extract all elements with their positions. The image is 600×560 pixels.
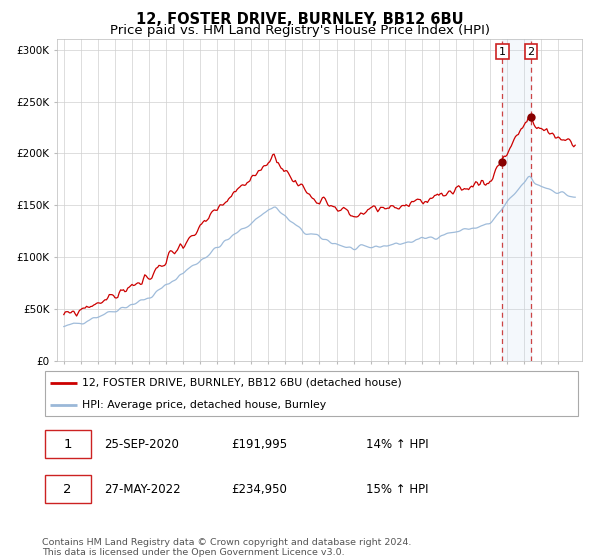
FancyBboxPatch shape: [45, 431, 91, 458]
Text: Price paid vs. HM Land Registry's House Price Index (HPI): Price paid vs. HM Land Registry's House …: [110, 24, 490, 36]
Text: £191,995: £191,995: [231, 438, 287, 451]
Text: 2: 2: [64, 483, 72, 496]
FancyBboxPatch shape: [45, 371, 578, 416]
Text: £234,950: £234,950: [231, 483, 287, 496]
Text: 27-MAY-2022: 27-MAY-2022: [104, 483, 181, 496]
Text: 25-SEP-2020: 25-SEP-2020: [104, 438, 179, 451]
Text: 14% ↑ HPI: 14% ↑ HPI: [366, 438, 428, 451]
Text: 1: 1: [64, 438, 72, 451]
Text: 15% ↑ HPI: 15% ↑ HPI: [366, 483, 428, 496]
Text: 2: 2: [527, 46, 535, 57]
Text: 12, FOSTER DRIVE, BURNLEY, BB12 6BU (detached house): 12, FOSTER DRIVE, BURNLEY, BB12 6BU (det…: [83, 378, 402, 388]
FancyBboxPatch shape: [45, 475, 91, 503]
Text: 12, FOSTER DRIVE, BURNLEY, BB12 6BU: 12, FOSTER DRIVE, BURNLEY, BB12 6BU: [136, 12, 464, 27]
Text: Contains HM Land Registry data © Crown copyright and database right 2024.
This d: Contains HM Land Registry data © Crown c…: [42, 538, 412, 557]
Bar: [502, 39, 531, 361]
Text: 1: 1: [499, 46, 506, 57]
Text: HPI: Average price, detached house, Burnley: HPI: Average price, detached house, Burn…: [83, 400, 326, 410]
